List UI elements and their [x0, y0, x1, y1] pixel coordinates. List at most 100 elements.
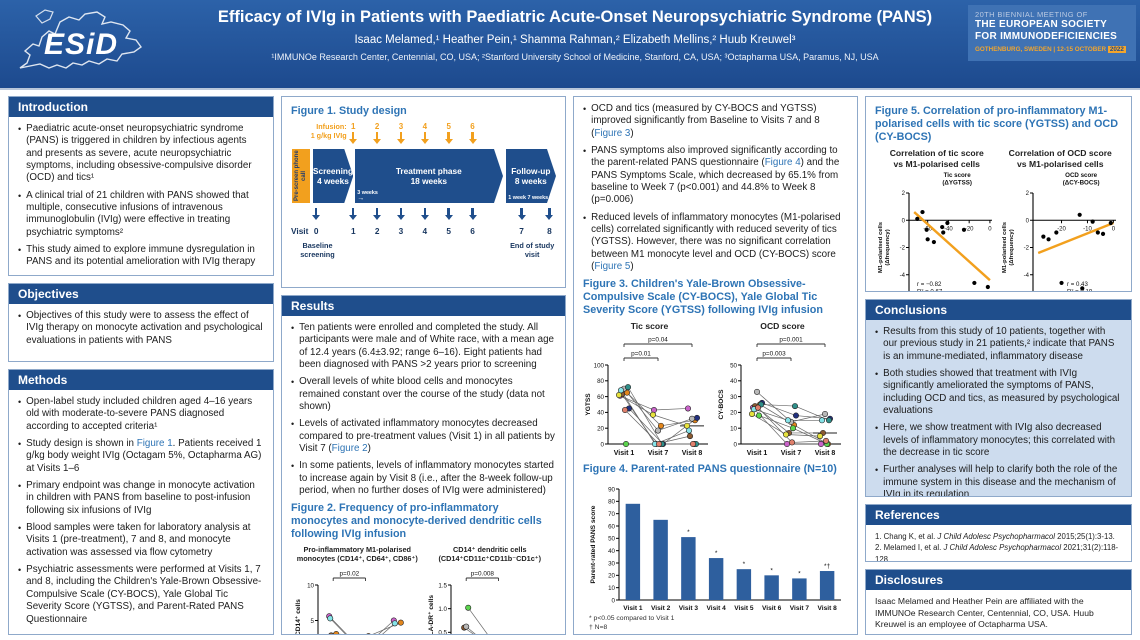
column-2: Figure 1. Study design Infusion: 1 g/kg …	[281, 96, 566, 635]
svg-text:*: *	[798, 571, 801, 578]
bullet-item: • Overall levels of white blood cells and…	[291, 376, 545, 413]
visit-arrow-icon	[545, 207, 554, 220]
svg-text:0: 0	[734, 442, 738, 449]
svg-text:80: 80	[597, 378, 604, 385]
figure5-charts: Correlation of tic score vs M1-polarised…	[875, 148, 1122, 291]
visit-number: 4	[422, 225, 428, 236]
introduction-body: • Paediatric acute-onset neuropsychiatric…	[9, 117, 273, 275]
objectives-header: Objectives	[9, 284, 273, 304]
svg-text:20: 20	[597, 426, 604, 433]
column-4: Figure 5. Correlation of pro-inflammator…	[865, 96, 1132, 635]
bullet-item: • Open-label study included children aged…	[18, 396, 253, 432]
methods-header: Methods	[9, 370, 273, 390]
svg-text:Visit 8: Visit 8	[817, 605, 837, 612]
figure4-footnote-2: † N=8	[589, 624, 608, 632]
infusion-number: 6	[470, 121, 475, 131]
bullet-item: • Paediatric acute-onset neuropsychiatric…	[18, 123, 252, 184]
svg-text:40: 40	[608, 548, 615, 555]
svg-text:0: 0	[601, 442, 605, 449]
svg-text:0: 0	[611, 598, 615, 605]
figure5-box: Figure 5. Correlation of pro-inflammator…	[865, 96, 1132, 292]
bullet-item: • Levels of activated inflammatory monocy…	[291, 418, 555, 455]
svg-text:YGTSS: YGTSS	[585, 393, 592, 416]
bullet-item: • Blood samples were taken for laboratory…	[18, 522, 251, 558]
bullet-item: • Reduced levels of inflammatory monocyte…	[583, 211, 841, 273]
figure5-right-cell: Correlation of OCD score vs M1-polarised…	[1000, 148, 1121, 291]
figure1-title: Figure 1. Study design	[291, 105, 407, 117]
svg-text:*: *	[742, 561, 745, 568]
svg-text:30: 30	[608, 561, 615, 568]
results2-body: • OCD and tics (measured by CY-BOCS and Y…	[574, 97, 857, 634]
svg-text:*: *	[770, 568, 773, 575]
bullet-item: • Results from this study of 10 patients,…	[875, 326, 1115, 362]
bullet-item: • In some patients, levels of inflammator…	[291, 460, 554, 497]
svg-text:5: 5	[311, 617, 315, 624]
results-header: Results	[282, 296, 565, 316]
followup-interval-labels: 1 week 7 weeks	[508, 194, 549, 201]
figure-reference-link: Figure 4	[764, 157, 801, 169]
bullet-item: • Study design is shown in Figure 1. Pati…	[18, 438, 262, 474]
references-header: References	[866, 505, 1131, 525]
visit-arrow-icon	[468, 207, 477, 220]
bullet-item: • Primary endpoint was change in monocyte…	[18, 480, 255, 516]
baseline-screening-caption: Baseline screening	[300, 240, 335, 259]
svg-text:Visit 7: Visit 7	[781, 450, 802, 457]
infusion-number: 3	[398, 121, 404, 131]
infusion-number: 5	[446, 121, 451, 131]
figure5-title: Figure 5. Correlation of pro-inflammator…	[875, 105, 1118, 143]
column-1: Introduction • Paediatric acute-onset neu…	[8, 96, 274, 635]
figure3-charts: Tic score 0 20 40 60 80 100 Visit 1 Visit 7 Visi…	[583, 321, 848, 457]
visit-arrow-icon	[420, 207, 429, 220]
svg-text:Parent-rated PANS score: Parent-rated PANS score	[590, 505, 597, 583]
visit-arrow-icon	[396, 207, 405, 220]
svg-text:(ΔYGTSS): (ΔYGTSS)	[943, 180, 973, 187]
figure4-title: Figure 4. Parent-rated PANS questionnair…	[583, 463, 837, 476]
figure3-right-cell: OCD score 0 10 20 30 40 50 Visit 1 Visit 7 Visit…	[716, 321, 849, 457]
figure2-right-subtitle: CD14⁺ dendritic cells (CD14⁺CD11c⁺CD11b⁻…	[438, 545, 542, 564]
figure3-left-cell: Tic score 0 20 40 60 80 100 Visit 1 Visit 7 Visi…	[583, 321, 716, 457]
infusion-label: Infusion: 1 g/kg IVIg	[310, 121, 347, 140]
infusion-arrow-icon	[396, 131, 405, 144]
visit-arrow-icon	[312, 207, 321, 220]
figure1-study-design-diagram: Infusion: 1 g/kg IVIg 1 2 3 4 5 6 Pre-screen ph…	[291, 122, 556, 287]
figure-reference-link: Figure 3	[594, 127, 631, 139]
bullet-item: • A clinical trial of 21 children with PA…	[18, 189, 249, 238]
figure1-box: Figure 1. Study design Infusion: 1 g/kg …	[281, 96, 566, 288]
svg-text:-2: -2	[900, 246, 906, 252]
svg-text:-4: -4	[1023, 273, 1029, 279]
svg-text:r = −0.82: r = −0.82	[917, 281, 942, 288]
svg-text:M1-polarised cells: M1-polarised cells	[878, 222, 884, 274]
prescreen-phone-call-box: Pre-screen phone call	[292, 148, 311, 203]
svg-text:p=0.001: p=0.001	[779, 337, 803, 344]
svg-text:40: 40	[597, 410, 604, 417]
svg-text:%HLA-DR⁺ cells: %HLA-DR⁺ cells	[428, 594, 435, 634]
svg-text:0: 0	[902, 219, 906, 225]
figure2-title: Figure 2. Frequency of pro-inflammatory …	[291, 502, 542, 541]
figure2-charts: Pro-inflammatory M1-polarised monocytes …	[291, 545, 556, 634]
svg-text:0.5: 0.5	[438, 629, 447, 634]
badge-location: GOTHENBURG, SWEDEN | 12-15 OCTOBER	[975, 46, 1107, 53]
figure5-right-subtitle: Correlation of OCD score vs M1-polarised…	[1008, 147, 1112, 169]
esid-logo-text: ESiD	[44, 28, 119, 61]
svg-text:40: 40	[730, 378, 737, 385]
svg-text:Visit 2: Visit 2	[650, 605, 670, 612]
svg-text:p=0.01: p=0.01	[631, 351, 651, 358]
figure-reference-link: Figure 1	[136, 438, 173, 450]
infusion-arrow-icon	[373, 131, 382, 144]
visit-row-label: Visit	[291, 225, 309, 236]
svg-text:0: 0	[989, 227, 993, 233]
figure1-body: Figure 1. Study design Infusion: 1 g/kg …	[282, 97, 565, 287]
svg-text:0: 0	[1111, 227, 1115, 233]
svg-text:20: 20	[608, 573, 615, 580]
visit-number: 6	[470, 225, 475, 236]
disclosures-header: Disclosures	[866, 570, 1131, 590]
svg-text:Visit 5: Visit 5	[734, 605, 754, 612]
svg-text:10: 10	[307, 582, 314, 589]
results2-box: • OCD and tics (measured by CY-BOCS and Y…	[573, 96, 858, 635]
infusion-number: 1	[351, 121, 356, 131]
svg-text:Visit 1: Visit 1	[623, 605, 643, 612]
visit-arrow-icon	[444, 207, 453, 220]
figure3-right-chart: 0 10 20 30 40 50 Visit 1 Visit 7 Visit 8 CY-BOCS p…	[716, 331, 849, 457]
